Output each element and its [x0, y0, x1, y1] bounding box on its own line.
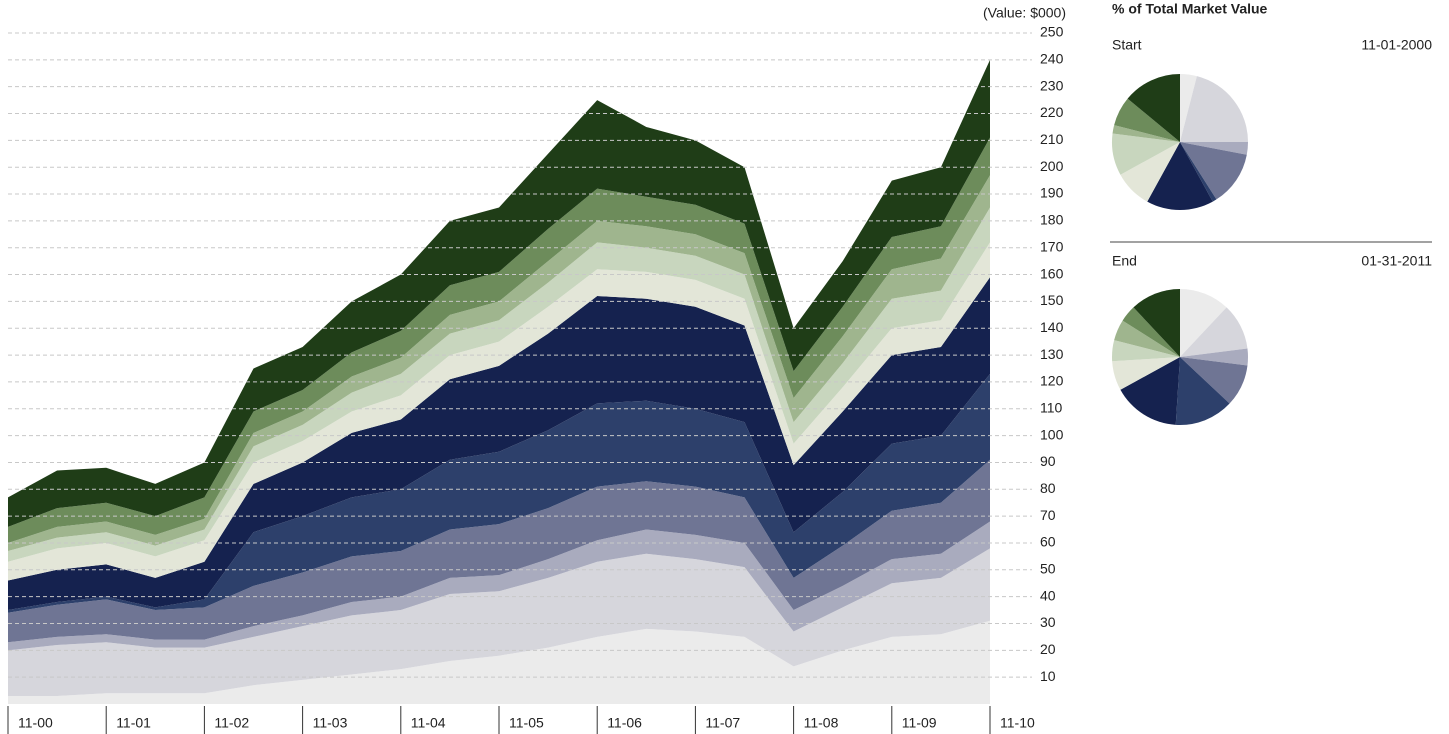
y-tick-label: 110 — [1040, 399, 1063, 415]
pie-slice — [1120, 357, 1180, 425]
y-tick-label: 70 — [1040, 507, 1056, 523]
x-tick-label: 11-04 — [411, 715, 446, 731]
pie-slice — [1180, 76, 1248, 142]
pie-slice — [1112, 125, 1180, 142]
pie-slice — [1175, 357, 1230, 425]
y-tick-label: 30 — [1040, 614, 1056, 630]
pie-slice — [1180, 142, 1247, 200]
y-tick-label: 200 — [1040, 158, 1064, 174]
pie-slice — [1114, 98, 1180, 142]
pie-slice — [1180, 289, 1227, 357]
y-tick-label: 90 — [1040, 453, 1056, 469]
y-tick-label: 160 — [1040, 265, 1064, 281]
x-tick-label: 11-01 — [116, 715, 151, 731]
x-tick-label: 11-03 — [313, 715, 348, 731]
y-tick-label: 80 — [1040, 480, 1056, 496]
x-tick-label: 11-02 — [214, 715, 249, 731]
y-tick-label: 60 — [1040, 534, 1056, 550]
pie-slice — [1180, 307, 1248, 357]
pie-slice — [1122, 307, 1180, 357]
area — [8, 620, 990, 704]
pie-slice — [1133, 289, 1180, 357]
pie-slice — [1180, 348, 1248, 366]
pie-slice — [1180, 142, 1248, 155]
y-tick-label: 10 — [1040, 668, 1056, 684]
pie-slice — [1112, 357, 1180, 390]
y-tick-label: 220 — [1040, 104, 1064, 120]
y-tick-label: 50 — [1040, 561, 1056, 577]
x-tick-label: 11-07 — [705, 715, 740, 731]
area — [8, 242, 990, 581]
area — [8, 277, 990, 611]
y-tick-label: 170 — [1040, 238, 1064, 254]
pie-title: End — [1112, 253, 1137, 269]
y-tick-label: 120 — [1040, 373, 1064, 389]
pie-slice — [1120, 142, 1180, 202]
x-tick-label: 11-08 — [804, 715, 839, 731]
x-tick-label: 11-09 — [902, 715, 937, 731]
y-tick-label: 140 — [1040, 319, 1064, 335]
y-tick-label: 180 — [1040, 212, 1064, 228]
pie-slice — [1112, 133, 1180, 175]
pie-slice — [1112, 340, 1180, 362]
pie-date: 11-01-2000 — [1361, 37, 1432, 53]
x-tick-label: 11-05 — [509, 715, 544, 731]
y-tick-label: 130 — [1040, 346, 1064, 362]
x-tick-label: 11-10 — [1000, 715, 1035, 731]
area — [8, 373, 990, 613]
pie-slice — [1180, 357, 1248, 404]
y-axis-label: (Value: $000) — [983, 5, 1066, 21]
pie-slice — [1127, 74, 1180, 142]
x-tick-label: 11-00 — [18, 715, 53, 731]
area — [8, 207, 990, 562]
y-tick-label: 150 — [1040, 292, 1064, 308]
area — [8, 548, 990, 696]
y-tick-label: 240 — [1040, 51, 1064, 67]
y-tick-label: 190 — [1040, 185, 1064, 201]
y-tick-label: 100 — [1040, 426, 1064, 442]
pie-slice — [1114, 320, 1180, 357]
pie-slice — [1180, 142, 1217, 202]
y-tick-label: 250 — [1040, 24, 1064, 40]
pie-title: Start — [1112, 37, 1142, 53]
area — [8, 137, 990, 543]
y-tick-label: 230 — [1040, 77, 1064, 93]
side-title: % of Total Market Value — [1112, 1, 1268, 17]
y-tick-label: 210 — [1040, 131, 1064, 147]
y-tick-label: 20 — [1040, 641, 1056, 657]
y-tick-label: 40 — [1040, 587, 1056, 603]
pie-slice — [1147, 142, 1213, 211]
area — [8, 175, 990, 552]
x-tick-label: 11-06 — [607, 715, 642, 731]
area — [8, 59, 990, 527]
area — [8, 521, 990, 651]
pie-slice — [1180, 74, 1197, 142]
pie-date: 01-31-2011 — [1361, 253, 1432, 269]
